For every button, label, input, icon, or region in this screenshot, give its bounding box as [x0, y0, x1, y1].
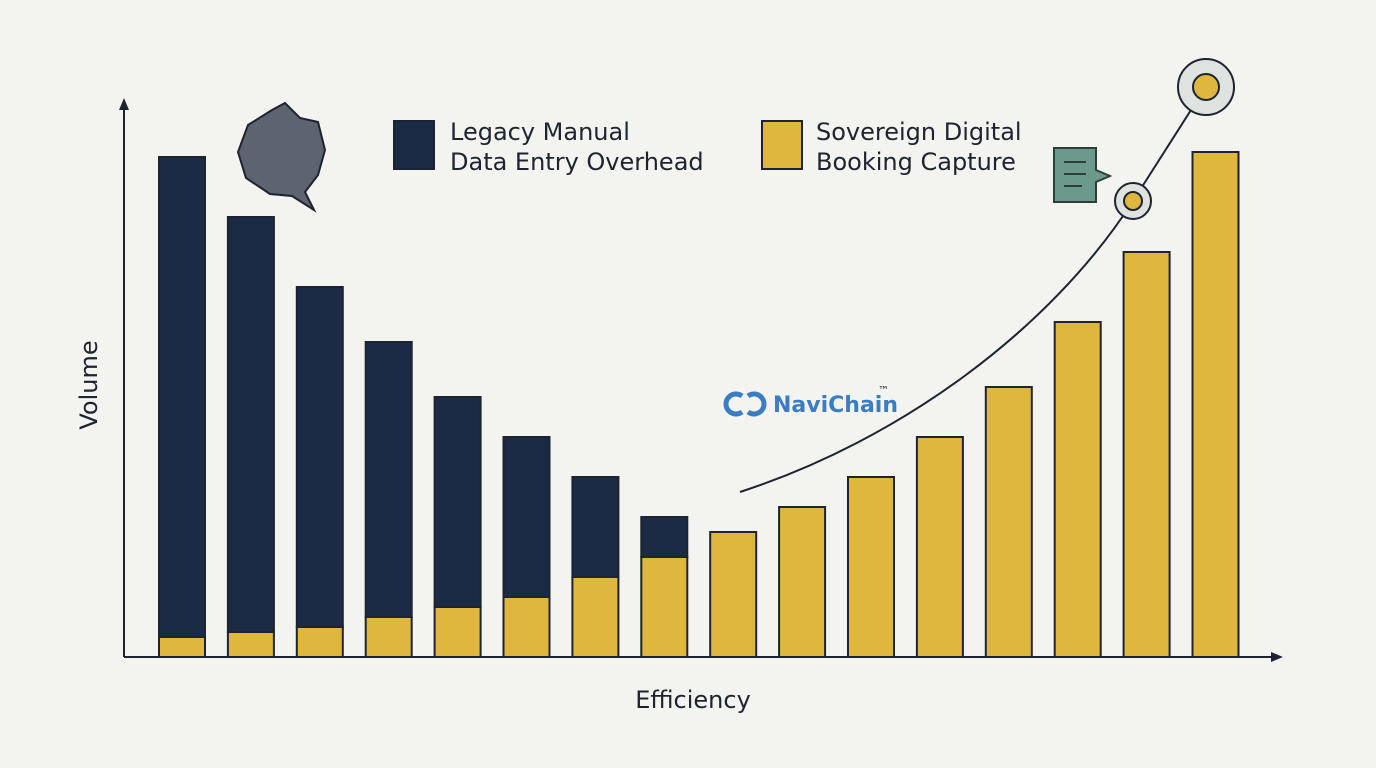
bar-segment: [1053, 321, 1102, 658]
legend-label: Sovereign Digital Booking Capture: [816, 118, 1022, 176]
bar-segment: [158, 156, 206, 638]
bar-segment: [847, 476, 895, 658]
bar-segment: [433, 396, 482, 608]
bar-segment: [709, 531, 758, 658]
bar-segment: [295, 286, 344, 628]
bar-segment: [1122, 251, 1171, 658]
bar-segment: [915, 436, 964, 658]
bar-segment: [1191, 151, 1240, 658]
bar-segment: [571, 576, 620, 658]
bar-segment: [433, 606, 482, 658]
bar-segment: [984, 386, 1033, 658]
bar-segment: [778, 506, 827, 658]
legend-swatch: [761, 120, 803, 170]
bar-segment: [158, 636, 206, 658]
x-axis-title: Efficiency: [635, 686, 751, 714]
trend-curve: [739, 87, 1206, 493]
legend-swatch: [393, 120, 435, 170]
logo-ring: [723, 391, 744, 417]
bar-segment: [226, 631, 275, 658]
curve-node-core: [1192, 73, 1220, 101]
rock-icon: [236, 101, 327, 213]
bar-segment: [295, 626, 344, 658]
bar-segment: [364, 341, 413, 618]
document-lines: [1064, 161, 1086, 187]
bar-segment: [571, 476, 620, 578]
bar-segment: [640, 556, 689, 658]
y-axis-arrow: [119, 98, 129, 110]
legend-label: Legacy Manual Data Entry Overhead: [450, 118, 704, 176]
logo-mark: ™: [878, 384, 889, 397]
x-axis-arrow: [1271, 652, 1283, 662]
bar-segment: [364, 616, 413, 658]
decoration: [236, 58, 1235, 493]
curve-node-core: [1123, 191, 1143, 211]
logo-ring: [746, 391, 767, 417]
bar-segment: [226, 216, 275, 633]
logo-text: NaviChain: [773, 393, 898, 418]
bar-segment: [640, 516, 689, 558]
logo-icon: [723, 391, 767, 417]
y-axis-title: Volume: [75, 340, 103, 429]
bar-segment: [502, 596, 551, 658]
bar-segment: [502, 436, 551, 598]
